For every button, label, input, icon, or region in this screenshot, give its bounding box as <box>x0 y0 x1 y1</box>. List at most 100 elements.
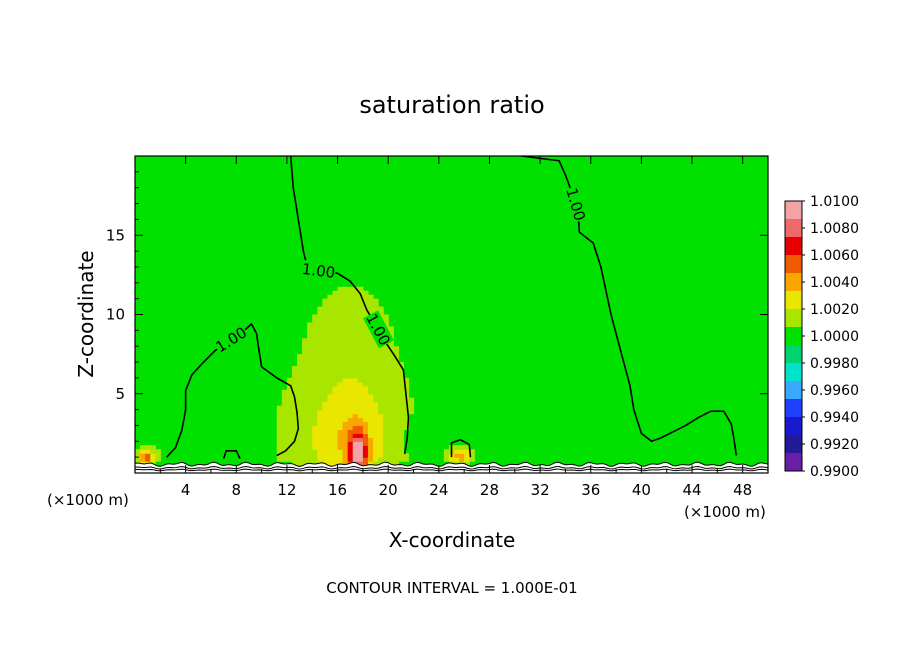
heatmap-cell <box>367 397 374 403</box>
heatmap-cell <box>291 449 298 454</box>
heatmap-cell <box>347 441 354 446</box>
heatmap-cell <box>373 453 379 458</box>
heatmap-cell <box>337 461 344 466</box>
heatmap-cell <box>373 433 379 438</box>
heatmap-cell <box>373 366 379 371</box>
heatmap-cell <box>307 421 313 427</box>
heatmap-cell <box>362 397 369 403</box>
heatmap-cell <box>332 433 339 438</box>
heatmap-cell <box>378 366 384 371</box>
heatmap-cell <box>327 342 334 347</box>
heatmap-cell <box>276 405 283 411</box>
colorbar-swatch <box>785 237 802 256</box>
heatmap-cell <box>317 401 323 407</box>
heatmap-cell <box>408 405 415 411</box>
heatmap-cell <box>357 362 364 367</box>
heatmap-cell <box>373 373 379 379</box>
heatmap-cell <box>352 294 359 300</box>
heatmap-cell <box>342 433 349 438</box>
heatmap-cell <box>307 429 313 434</box>
heatmap-cell <box>362 373 369 379</box>
heatmap-cell <box>312 437 318 442</box>
heatmap-cell <box>327 381 334 387</box>
heatmap-cell <box>357 389 364 395</box>
colorbar-label: 1.0060 <box>810 248 859 264</box>
heatmap-cell <box>378 362 384 367</box>
heatmap-cell <box>327 334 334 339</box>
heatmap-cell <box>322 453 329 458</box>
heatmap-cell <box>286 401 293 407</box>
heatmap-cell <box>307 350 313 355</box>
heatmap-cell <box>378 413 384 419</box>
heatmap-cell <box>367 334 374 339</box>
heatmap-cell <box>367 362 374 367</box>
heatmap-cell <box>281 397 288 403</box>
heatmap-cell <box>337 373 344 379</box>
heatmap-cell <box>357 350 364 355</box>
heatmap-cell <box>297 429 303 434</box>
heatmap-cell <box>302 377 308 383</box>
colorbar-swatch <box>785 345 802 364</box>
heatmap-cell <box>403 425 410 431</box>
heatmap-cell <box>297 358 303 363</box>
heatmap-cell <box>307 366 313 371</box>
heatmap-cell <box>322 445 329 450</box>
colorbar-swatch <box>785 363 802 382</box>
heatmap-cell <box>317 453 323 458</box>
heatmap-cell <box>362 457 369 462</box>
heatmap-cell <box>383 373 389 379</box>
heatmap-cell <box>297 449 303 454</box>
heatmap-cell <box>342 302 349 308</box>
heatmap-cell <box>286 421 293 427</box>
heatmap-cell <box>373 413 379 419</box>
heatmap-cell <box>393 429 399 434</box>
heatmap-cell <box>342 298 349 304</box>
heatmap-cell <box>327 445 334 450</box>
heatmap-cell <box>393 449 399 454</box>
heatmap-cell <box>352 417 359 423</box>
heatmap-cell <box>383 381 389 387</box>
heatmap-cell <box>332 373 339 379</box>
heatmap-cell <box>155 457 161 462</box>
heatmap-cell <box>312 441 318 446</box>
heatmap-cell <box>291 377 298 383</box>
heatmap-cell <box>337 334 344 339</box>
heatmap-cell <box>352 298 359 304</box>
heatmap-cell <box>388 441 394 446</box>
heatmap-cell <box>342 441 349 446</box>
heatmap-cell <box>276 433 283 438</box>
heatmap-cell <box>322 350 329 355</box>
heatmap-cell <box>398 381 404 387</box>
heatmap-cell <box>373 385 379 391</box>
heatmap-cell <box>388 425 394 431</box>
heatmap-cell <box>464 461 470 466</box>
heatmap-cell <box>388 429 394 434</box>
heatmap-cell <box>464 445 470 450</box>
heatmap-cell <box>307 453 313 458</box>
heatmap-cell <box>317 342 323 347</box>
heatmap-cell <box>307 322 313 327</box>
heatmap-cell <box>398 401 404 407</box>
heatmap-cell <box>281 425 288 431</box>
heatmap-cell <box>378 429 384 434</box>
heatmap-cell <box>469 457 475 462</box>
heatmap-cell <box>403 405 410 411</box>
plot-background <box>135 156 768 473</box>
heatmap-cell <box>403 453 410 458</box>
heatmap-cell <box>367 453 374 458</box>
heatmap-cell <box>398 405 404 411</box>
heatmap-cell <box>408 397 415 403</box>
heatmap-cell <box>302 449 308 454</box>
heatmap-cell <box>312 429 318 434</box>
heatmap-cell <box>337 437 344 442</box>
heatmap-cell <box>297 393 303 399</box>
heatmap-cell <box>378 381 384 387</box>
heatmap-cell <box>291 413 298 419</box>
heatmap-cell <box>322 377 329 383</box>
heatmap-cell <box>352 397 359 403</box>
heatmap-cell <box>332 326 339 331</box>
heatmap-cell <box>317 369 323 375</box>
heatmap-cell <box>327 366 334 371</box>
heatmap-cell <box>367 306 374 312</box>
heatmap-cell <box>337 310 344 316</box>
